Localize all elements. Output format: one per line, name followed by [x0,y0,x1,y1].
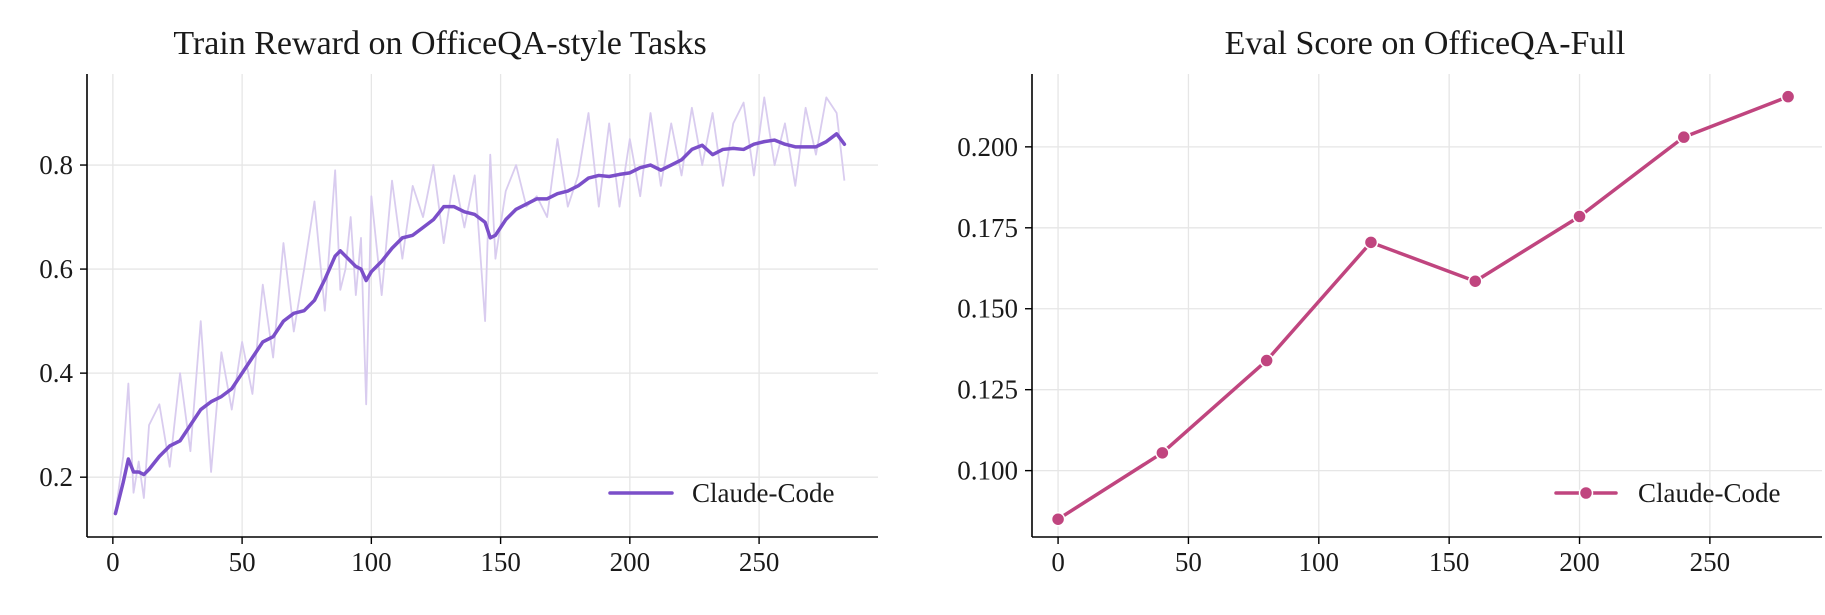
eval-score-x-ticks: 0 50 100 150 200 250 [1051,547,1730,577]
train-reward-raw-line [114,96,846,514]
eval-score-point [1155,445,1170,461]
eval-score-point [1780,89,1796,104]
eval-score-x-tick-label: 200 [1559,547,1600,577]
train-reward-y-tick-label: 0.2 [39,462,73,492]
eval-score-point [1676,129,1692,145]
eval-score-legend-marker [1578,485,1594,501]
train-reward-x-tick-label: 200 [610,547,651,577]
eval-score-x-tick-label: 0 [1051,547,1065,577]
train-reward-x-tick-label: 50 [229,547,256,577]
eval-score-point [1259,353,1274,368]
eval-score-y-tick-label: 0.100 [957,456,1018,486]
eval-score-x-tick-label: 150 [1429,547,1470,577]
eval-score-point [1572,209,1587,224]
eval-score-line [1056,94,1790,521]
eval-score-x-tick-label: 250 [1690,547,1731,577]
train-reward-axes [80,74,878,544]
train-reward-raw-series [114,96,846,514]
train-reward-legend-label: Claude-Code [692,478,834,508]
eval-score-y-tick-label: 0.125 [957,375,1018,405]
eval-score-x-tick-label: 100 [1299,547,1340,577]
eval-score-y-ticks: 0.100 0.125 0.150 0.175 0.200 [957,132,1018,486]
eval-score-grid [1032,74,1822,537]
train-reward-x-ticks: 0 50 100 150 200 250 [106,547,779,577]
train-reward-y-tick-label: 0.8 [39,150,73,180]
eval-score-chart: Eval Score on OfficeQA-Full 0 50 100 150… [957,25,1822,577]
train-reward-x-tick-label: 100 [351,547,392,577]
train-reward-title: Train Reward on OfficeQA-style Tasks [173,25,706,62]
eval-score-axes [1025,74,1822,544]
train-reward-grid [87,74,878,537]
eval-score-point [1050,511,1066,527]
eval-score-x-tick-label: 50 [1175,547,1202,577]
train-reward-smoothed-line [113,132,847,516]
train-reward-y-tick-label: 0.4 [39,358,73,388]
eval-score-y-tick-label: 0.175 [957,213,1018,243]
eval-score-y-tick-label: 0.150 [957,294,1018,324]
train-reward-smoothed-series [113,132,847,516]
train-reward-x-tick-label: 150 [480,547,521,577]
train-reward-x-tick-label: 250 [739,547,780,577]
eval-score-title: Eval Score on OfficeQA-Full [1225,25,1626,62]
eval-score-point [1467,273,1483,289]
eval-score-legend: Claude-Code [1554,478,1780,508]
train-reward-y-tick-label: 0.6 [39,254,73,284]
train-reward-legend: Claude-Code [608,478,834,508]
train-reward-x-tick-label: 0 [106,547,120,577]
eval-score-series [1050,89,1796,527]
train-reward-chart: Train Reward on OfficeQA-style Tasks 0 5… [39,25,878,577]
eval-score-y-tick-label: 0.200 [957,132,1018,162]
eval-score-legend-label: Claude-Code [1638,478,1780,508]
eval-score-point [1363,235,1379,250]
train-reward-y-ticks: 0.2 0.4 0.6 0.8 [39,150,73,492]
